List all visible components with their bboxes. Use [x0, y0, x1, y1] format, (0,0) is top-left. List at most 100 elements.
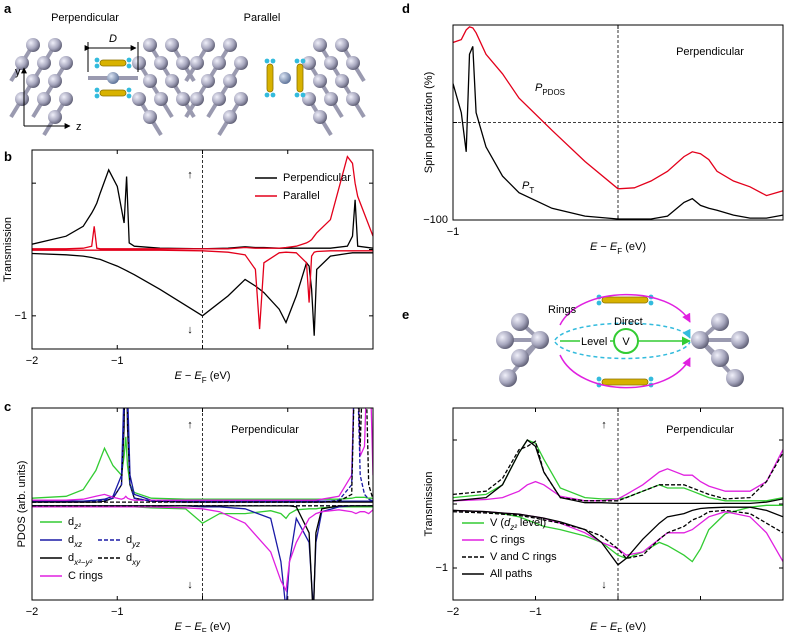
- atom: [48, 38, 62, 52]
- text-part: e: [402, 307, 409, 322]
- series-line: [32, 249, 373, 330]
- atom: [212, 92, 226, 106]
- text-part: a: [4, 1, 12, 16]
- atom: [726, 369, 744, 387]
- annotation: Perpendicular: [666, 424, 734, 436]
- legend-label: Parallel: [283, 190, 320, 202]
- atom: [335, 74, 349, 88]
- text-part: (eV): [207, 370, 231, 382]
- text-part: C rings: [490, 534, 525, 546]
- text-part: PDOS: [542, 88, 565, 97]
- series-line: [32, 168, 373, 250]
- text-part: All paths: [490, 568, 533, 580]
- atom: [143, 110, 157, 124]
- carbon-ring: [99, 89, 127, 97]
- carbon-ring: [296, 63, 304, 93]
- text-part: C rings: [68, 570, 103, 582]
- text-part: d: [126, 534, 132, 546]
- series-line: [453, 449, 783, 502]
- hydrogen: [294, 58, 300, 64]
- text-part: F: [202, 376, 207, 385]
- y-axis-label: Transmission: [2, 217, 14, 282]
- text-part: Perpendicular: [676, 46, 744, 58]
- atom: [511, 349, 529, 367]
- text-part: xz: [73, 540, 82, 549]
- text-part: ↑: [601, 419, 607, 431]
- hydrogen: [126, 93, 132, 99]
- legend-label: V and C rings: [490, 551, 557, 563]
- atom: [48, 110, 62, 124]
- path-arrow: [554, 341, 691, 360]
- atom: [37, 92, 51, 106]
- text-part: −100: [423, 214, 448, 226]
- x-tick-label: −1: [111, 355, 124, 367]
- text-part: ↓: [601, 579, 607, 591]
- text-part: Perpendicular: [666, 424, 734, 436]
- hydrogen: [300, 58, 306, 64]
- text-part: Perpendicular: [51, 12, 119, 24]
- series-line: [453, 440, 783, 502]
- text-part: −1: [111, 606, 124, 618]
- text-part: −: [597, 241, 610, 253]
- atom: [143, 38, 157, 52]
- atom: [212, 56, 226, 70]
- atom: [279, 72, 291, 84]
- atom: [234, 92, 248, 106]
- atom: [143, 74, 157, 88]
- carbon-ring: [601, 378, 649, 386]
- series-line: [453, 26, 783, 197]
- annotation: ↓: [187, 324, 193, 336]
- series-label: PT: [522, 180, 534, 195]
- hydrogen: [596, 376, 602, 382]
- atom: [132, 56, 146, 70]
- panel-label: a: [4, 1, 12, 16]
- text-part: d: [402, 1, 410, 16]
- x-tick-label: −1: [447, 226, 460, 238]
- text-part: V (: [490, 517, 504, 529]
- text-part: ↑: [187, 169, 193, 181]
- text-part: E: [610, 621, 618, 632]
- path-label: Direct: [614, 316, 643, 328]
- legend-label: dyz: [126, 534, 140, 549]
- plot-frame: [31, 149, 374, 350]
- text-part: y: [15, 66, 21, 78]
- atom: [324, 56, 338, 70]
- label-bg: [580, 335, 610, 348]
- text-part: Parallel: [283, 190, 320, 202]
- text-part: −: [182, 370, 195, 382]
- hydrogen: [126, 63, 132, 69]
- atom: [15, 92, 29, 106]
- atom: [59, 56, 73, 70]
- hydrogen: [126, 57, 132, 63]
- atom: [26, 38, 40, 52]
- atom: [496, 331, 514, 349]
- hydrogen: [270, 92, 276, 98]
- hydrogen: [264, 58, 270, 64]
- text-part: Parallel: [244, 12, 281, 24]
- atom: [201, 38, 215, 52]
- panel-label: e: [402, 307, 409, 322]
- text-part: −2: [447, 606, 460, 618]
- text-part: E: [590, 241, 598, 253]
- y-axis-label: PDOS (arb. units): [16, 461, 28, 548]
- text-part: −1: [14, 310, 27, 322]
- annotation: Perpendicular: [676, 46, 744, 58]
- path-arrow: [559, 293, 691, 326]
- text-part: z: [76, 121, 82, 133]
- text-part: Transmission: [423, 472, 435, 537]
- text-part: Transmission: [2, 217, 14, 282]
- annotation: ↑: [187, 419, 193, 431]
- atom: [324, 92, 338, 106]
- atom: [313, 110, 327, 124]
- atom: [531, 331, 549, 349]
- axis-label: z: [76, 121, 82, 133]
- text-part: Perpendicular: [283, 172, 351, 184]
- atom: [190, 92, 204, 106]
- text-part: yz: [131, 540, 140, 549]
- text-part: −: [597, 621, 610, 632]
- atom: [165, 38, 179, 52]
- atom: [132, 92, 146, 106]
- text-part: E: [175, 621, 183, 632]
- hydrogen: [264, 92, 270, 98]
- text-part: ↓: [187, 579, 193, 591]
